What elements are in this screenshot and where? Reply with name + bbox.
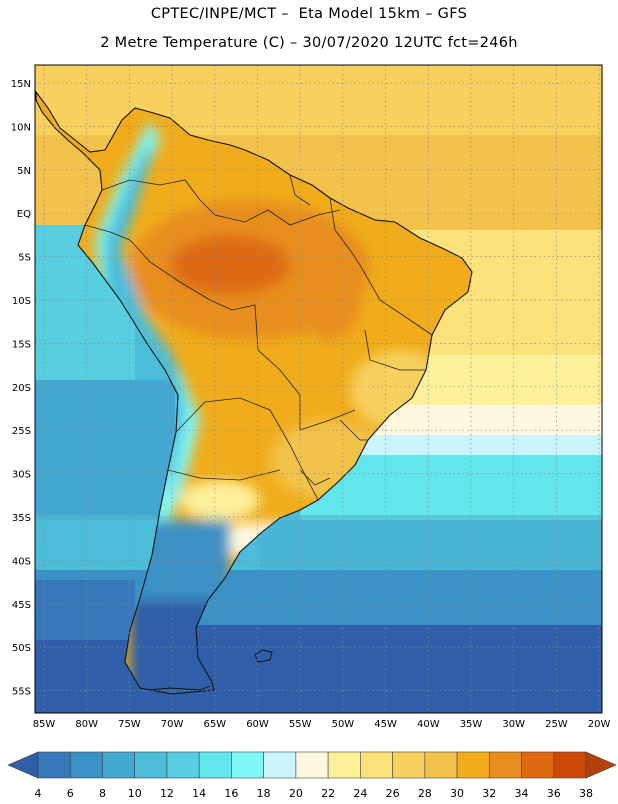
colorbar-tick-label: 36 [547, 787, 561, 800]
colorbar-tick-label: 18 [257, 787, 271, 800]
lon-label: 50W [332, 719, 355, 730]
colorbar-bin [166, 751, 200, 779]
lat-label: 5S [18, 253, 31, 264]
lon-label: 70W [161, 719, 184, 730]
lat-label: 20S [12, 383, 31, 394]
lon-label: 80W [75, 719, 98, 730]
colorbar-min-triangle [7, 751, 39, 779]
colorbar-tick-label: 26 [386, 787, 400, 800]
lat-label: 25S [12, 426, 31, 437]
chart-title-line2: 2 Metre Temperature (C) – 30/07/2020 12U… [100, 35, 518, 51]
colorbar-bin [134, 751, 168, 779]
colorbar-tick-label: 20 [289, 787, 303, 800]
lon-label: 20W [588, 719, 611, 730]
country-borders [84, 174, 433, 501]
colorbar-bin [424, 751, 458, 779]
lat-label: 10N [11, 122, 31, 133]
chart-title-line1: CPTEC/INPE/MCT – Eta Model 15km – GFS [150, 6, 468, 22]
colorbar-tick-label: 24 [353, 787, 367, 800]
colorbar-tick-label: 6 [67, 787, 74, 800]
lat-label: 45S [12, 600, 31, 611]
colorbar-bin [295, 751, 329, 779]
lat-label: 55S [12, 687, 31, 698]
colorbar-tick-label: 8 [99, 787, 106, 800]
colorbar-ticks: 4 6 8 10 12 14 16 18 20 22 24 26 28 30 32 34 36 38 [35, 787, 594, 800]
lat-label: 5N [17, 166, 31, 177]
colorbar-bin [488, 751, 522, 779]
lon-label: 65W [203, 719, 226, 730]
lat-label: 40S [12, 556, 31, 567]
lon-label: 85W [33, 719, 56, 730]
lat-label: EQ [17, 209, 31, 220]
colorbar-tick-label: 34 [515, 787, 529, 800]
colorbar-tick-label: 22 [321, 787, 335, 800]
colorbar-tick-label: 32 [482, 787, 496, 800]
lon-label: 60W [246, 719, 269, 730]
lon-label: 35W [460, 719, 483, 730]
lon-label: 25W [545, 719, 568, 730]
lat-label: 35S [12, 513, 31, 524]
longitude-labels: 85W 80W 75W 70W 65W 60W 55W 50W 45W 40W 35W 30W 25W 2… [33, 719, 611, 730]
colorbar-bin [37, 751, 71, 779]
lat-label: 10S [12, 296, 31, 307]
map-frame [34, 64, 603, 714]
colorbar-bin [553, 751, 587, 779]
lon-label: 40W [417, 719, 440, 730]
colorbar-max-triangle [585, 751, 617, 779]
colorbar-tick-label: 30 [450, 787, 464, 800]
colorbar-bin [392, 751, 426, 779]
colorbar-bin [69, 751, 103, 779]
colorbar-tick-label: 4 [35, 787, 42, 800]
colorbar-tick-label: 10 [128, 787, 142, 800]
lon-label: 30W [502, 719, 525, 730]
colorbar-tick-label: 12 [160, 787, 174, 800]
latitude-labels: 15N 10N 5N EQ 5S 10S 15S 20S 25S 30S 35S 40S 45S 50S 5… [11, 79, 31, 698]
lat-label: 50S [12, 643, 31, 654]
colorbar-bin [102, 751, 136, 779]
lat-label: 30S [12, 470, 31, 481]
colorbar-bin [198, 751, 232, 779]
colorbar-tick-label: 28 [418, 787, 432, 800]
lon-label: 55W [289, 719, 312, 730]
lon-label: 75W [118, 719, 141, 730]
colorbar-bin [360, 751, 393, 779]
colorbar-tick-label: 16 [224, 787, 238, 800]
colorbar [7, 751, 617, 779]
colorbar-bin [327, 751, 361, 779]
colorbar-bin [263, 751, 297, 779]
colorbar-bin [456, 751, 490, 779]
lat-label: 15N [11, 79, 31, 90]
lon-label: 45W [374, 719, 397, 730]
lat-label: 15S [12, 339, 31, 350]
graticule [35, 65, 602, 713]
colorbar-tick-label: 38 [579, 787, 593, 800]
colorbar-bin [521, 751, 555, 779]
colorbar-bin [231, 751, 264, 779]
colorbar-tick-label: 14 [192, 787, 206, 800]
